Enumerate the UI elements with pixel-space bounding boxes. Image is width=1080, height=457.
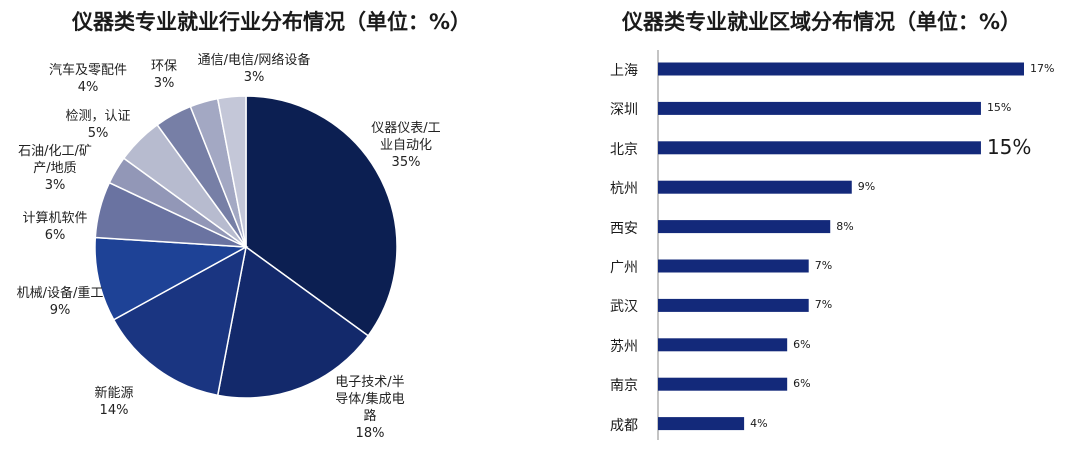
pie-chart-title: 仪器类专业就业行业分布情况（单位：%）: [72, 10, 472, 34]
bar-chart-title: 仪器类专业就业区域分布情况（单位：%）: [622, 10, 1022, 34]
bar: [658, 180, 852, 194]
pie-slice-label: 电子技术/半 导体/集成电 路 18%: [327, 374, 413, 442]
bar-category-label: 南京: [610, 378, 638, 395]
bar: [658, 141, 981, 155]
bar: [658, 298, 809, 312]
pie-slice-label: 计算机软件 6%: [15, 210, 95, 244]
pie-slice-name: 通信/电信/网络设备: [197, 53, 311, 68]
pie-slice-label: 新能源 14%: [86, 385, 142, 419]
bar-value-label: 9%: [857, 180, 876, 194]
bar-value-label: 7%: [814, 298, 833, 312]
pie-slice-name: 新能源: [94, 386, 134, 401]
pie-slice-value: 3%: [153, 76, 175, 91]
bar-value-label: 7%: [814, 259, 833, 272]
pie-slice-name: 机械/设备/重工: [16, 286, 104, 301]
bar-category-label: 武汉: [610, 299, 638, 316]
pie-slice-label: 汽车及零配件 4%: [46, 62, 130, 96]
bar: [658, 259, 809, 273]
bar-category-label: 北京: [610, 141, 638, 158]
bar-category-label: 上海: [610, 63, 638, 79]
pie-slice-name: 仪器仪表/工 业自动化: [371, 121, 441, 153]
pie-slice-value: 9%: [49, 303, 71, 318]
pie-slice-value: 6%: [44, 228, 66, 243]
pie-slice-name: 汽车及零配件: [48, 63, 127, 78]
pie-slice-label: 检测，认证 5%: [58, 108, 138, 142]
bar-value-label: 6%: [793, 337, 811, 351]
bar: [658, 338, 788, 352]
pie-slice-value: 3%: [44, 178, 66, 193]
bar-value-label: 4%: [750, 416, 768, 430]
pie-slice-value: 3%: [243, 70, 265, 85]
pie-slice-label: 环保 3%: [149, 58, 179, 92]
bar-category-label: 杭州: [610, 181, 638, 198]
pie-slice: [216, 245, 370, 399]
pie-slice-name: 计算机软件: [22, 211, 88, 226]
pie-slice-value: 35%: [391, 155, 421, 170]
bar-category-label: 深圳: [610, 102, 638, 119]
pie-slice-value: 18%: [355, 426, 385, 441]
bar: [658, 417, 745, 431]
bar-value-label: 17%: [1030, 62, 1055, 75]
pie-slice: [112, 245, 248, 397]
pie-slice-value: 5%: [87, 126, 109, 141]
pie-slice-name: 石油/化工/矿 产/地质: [18, 144, 92, 176]
bar-category-label: 广州: [610, 260, 638, 276]
bar: [658, 101, 981, 115]
pie-slice-name: 环保: [150, 59, 177, 74]
pie-slice-value: 14%: [99, 403, 129, 418]
bar: [658, 62, 1024, 76]
pie-slice-value: 4%: [77, 80, 99, 95]
pie-slice: [94, 236, 249, 321]
bar-category-label: 成都: [610, 417, 638, 434]
pie-slice-label: 石油/化工/矿 产/地质 3%: [12, 143, 98, 194]
pie-slice: [245, 95, 398, 337]
bar-value-label: 8%: [836, 219, 854, 233]
pie-slice: [216, 95, 247, 248]
bar-category-label: 苏州: [610, 338, 638, 355]
bar: [658, 220, 831, 234]
pie-slice-name: 电子技术/半 导体/集成电 路: [335, 375, 405, 424]
pie-slice-label: 通信/电信/网络设备 3%: [195, 52, 313, 86]
bar-value-label: 6%: [793, 377, 811, 391]
bar-category-label: 西安: [610, 220, 638, 237]
bar-value-label: 15%: [986, 101, 1012, 115]
bar-value-label: 15%: [986, 134, 1032, 159]
pie-slice-name: 检测，认证: [65, 109, 131, 124]
pie-slice-label: 机械/设备/重工 9%: [12, 285, 108, 319]
pie-slice-label: 仪器仪表/工 业自动化 35%: [361, 120, 451, 171]
bar: [658, 377, 788, 391]
